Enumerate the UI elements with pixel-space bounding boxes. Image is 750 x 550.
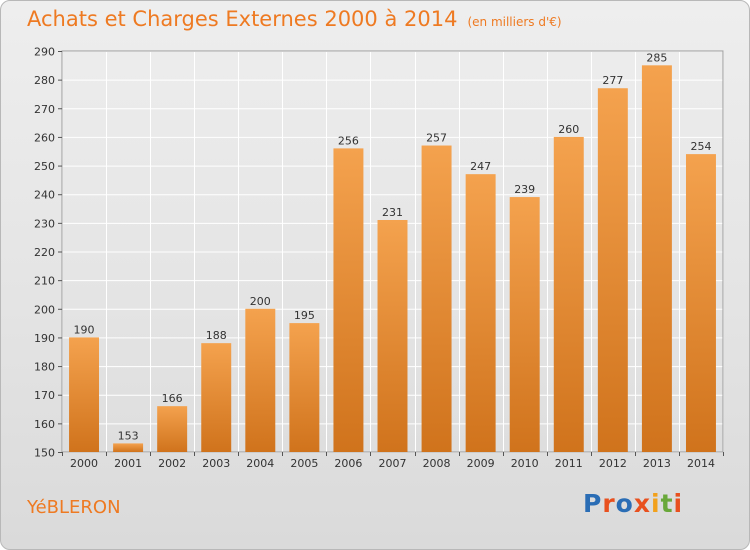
x-tick-label: 2008 <box>423 457 451 470</box>
x-tick-label: 2010 <box>511 457 539 470</box>
bar-2013 <box>641 65 672 453</box>
bar-2004 <box>245 308 276 452</box>
x-tick-label: 2007 <box>379 457 407 470</box>
data-label-2005: 195 <box>294 309 315 322</box>
x-tick-label: 2006 <box>334 457 362 470</box>
data-label-2011: 260 <box>558 123 579 136</box>
data-label-2007: 231 <box>382 206 403 219</box>
logo-letter: x <box>633 489 651 518</box>
data-label-2006: 256 <box>338 134 359 147</box>
x-tick-label: 2011 <box>555 457 583 470</box>
x-tick-label: 2003 <box>202 457 230 470</box>
bars <box>69 65 716 453</box>
bar-2007 <box>377 219 408 452</box>
y-tick-label: 210 <box>34 275 55 288</box>
data-label-2008: 257 <box>426 132 447 145</box>
logo-letter: r <box>602 489 616 518</box>
bar-2003 <box>201 343 232 452</box>
bar-2009 <box>465 174 496 452</box>
y-tick-label: 280 <box>34 74 55 87</box>
data-label-2010: 239 <box>514 183 535 196</box>
y-tick-label: 160 <box>34 418 55 431</box>
bar-2010 <box>509 197 540 452</box>
chart-title: Achats et Charges Externes 2000 à 2014 (e… <box>27 7 562 31</box>
logo-letter: i <box>673 489 684 518</box>
x-tick-label: 2014 <box>687 457 715 470</box>
bar-2000 <box>69 337 100 452</box>
bar-2006 <box>333 148 364 452</box>
data-label-2004: 200 <box>250 295 271 308</box>
y-tick-label: 230 <box>34 217 55 230</box>
logo-letter: t <box>660 489 674 518</box>
y-tick-label: 220 <box>34 246 55 259</box>
data-label-2000: 190 <box>74 323 95 336</box>
x-tick-label: 2005 <box>290 457 318 470</box>
data-label-2012: 277 <box>602 74 623 87</box>
bar-2002 <box>157 406 188 452</box>
x-tick-label: 2004 <box>246 457 274 470</box>
y-tick-label: 250 <box>34 160 55 173</box>
x-tick-label: 2002 <box>158 457 186 470</box>
logo-letter: P <box>583 489 603 518</box>
y-tick-label: 270 <box>34 103 55 116</box>
chart-unit: (en milliers d'€) <box>467 15 562 29</box>
x-tick-label: 2012 <box>599 457 627 470</box>
data-label-2002: 166 <box>162 392 183 405</box>
y-tick-label: 180 <box>34 361 55 374</box>
bar-2001 <box>113 443 144 452</box>
data-label-2009: 247 <box>470 160 491 173</box>
data-label-2003: 188 <box>206 329 227 342</box>
data-label-2014: 254 <box>690 140 711 153</box>
y-tick-label: 150 <box>34 447 55 460</box>
logo-letter: o <box>615 489 634 518</box>
data-label-2013: 285 <box>646 51 667 64</box>
y-tick-label: 240 <box>34 189 55 202</box>
y-tick-label: 170 <box>34 389 55 402</box>
place-name: YéBLERON <box>27 497 121 518</box>
data-label-2001: 153 <box>118 429 139 442</box>
y-tick-label: 290 <box>34 46 55 59</box>
bar-2011 <box>553 136 584 452</box>
x-tick-label: 2013 <box>643 457 671 470</box>
y-tick-label: 190 <box>34 332 55 345</box>
y-tick-label: 200 <box>34 303 55 316</box>
bar-2012 <box>597 88 628 452</box>
logo-letter: i <box>651 489 661 518</box>
bar-2008 <box>421 145 452 452</box>
bar-2014 <box>685 154 716 452</box>
chart-title-text: Achats et Charges Externes 2000 à 2014 <box>27 7 458 31</box>
y-tick-label: 260 <box>34 131 55 144</box>
x-tick-label: 2000 <box>70 457 98 470</box>
x-tick-label: 2009 <box>467 457 495 470</box>
labels: 150 160 170 180 190 200 210 220 230 240 250 260 270 2… <box>34 46 715 471</box>
proxiti-logo: Proxiti <box>583 489 683 518</box>
bar-2005 <box>289 323 320 452</box>
x-tick-label: 2001 <box>114 457 142 470</box>
